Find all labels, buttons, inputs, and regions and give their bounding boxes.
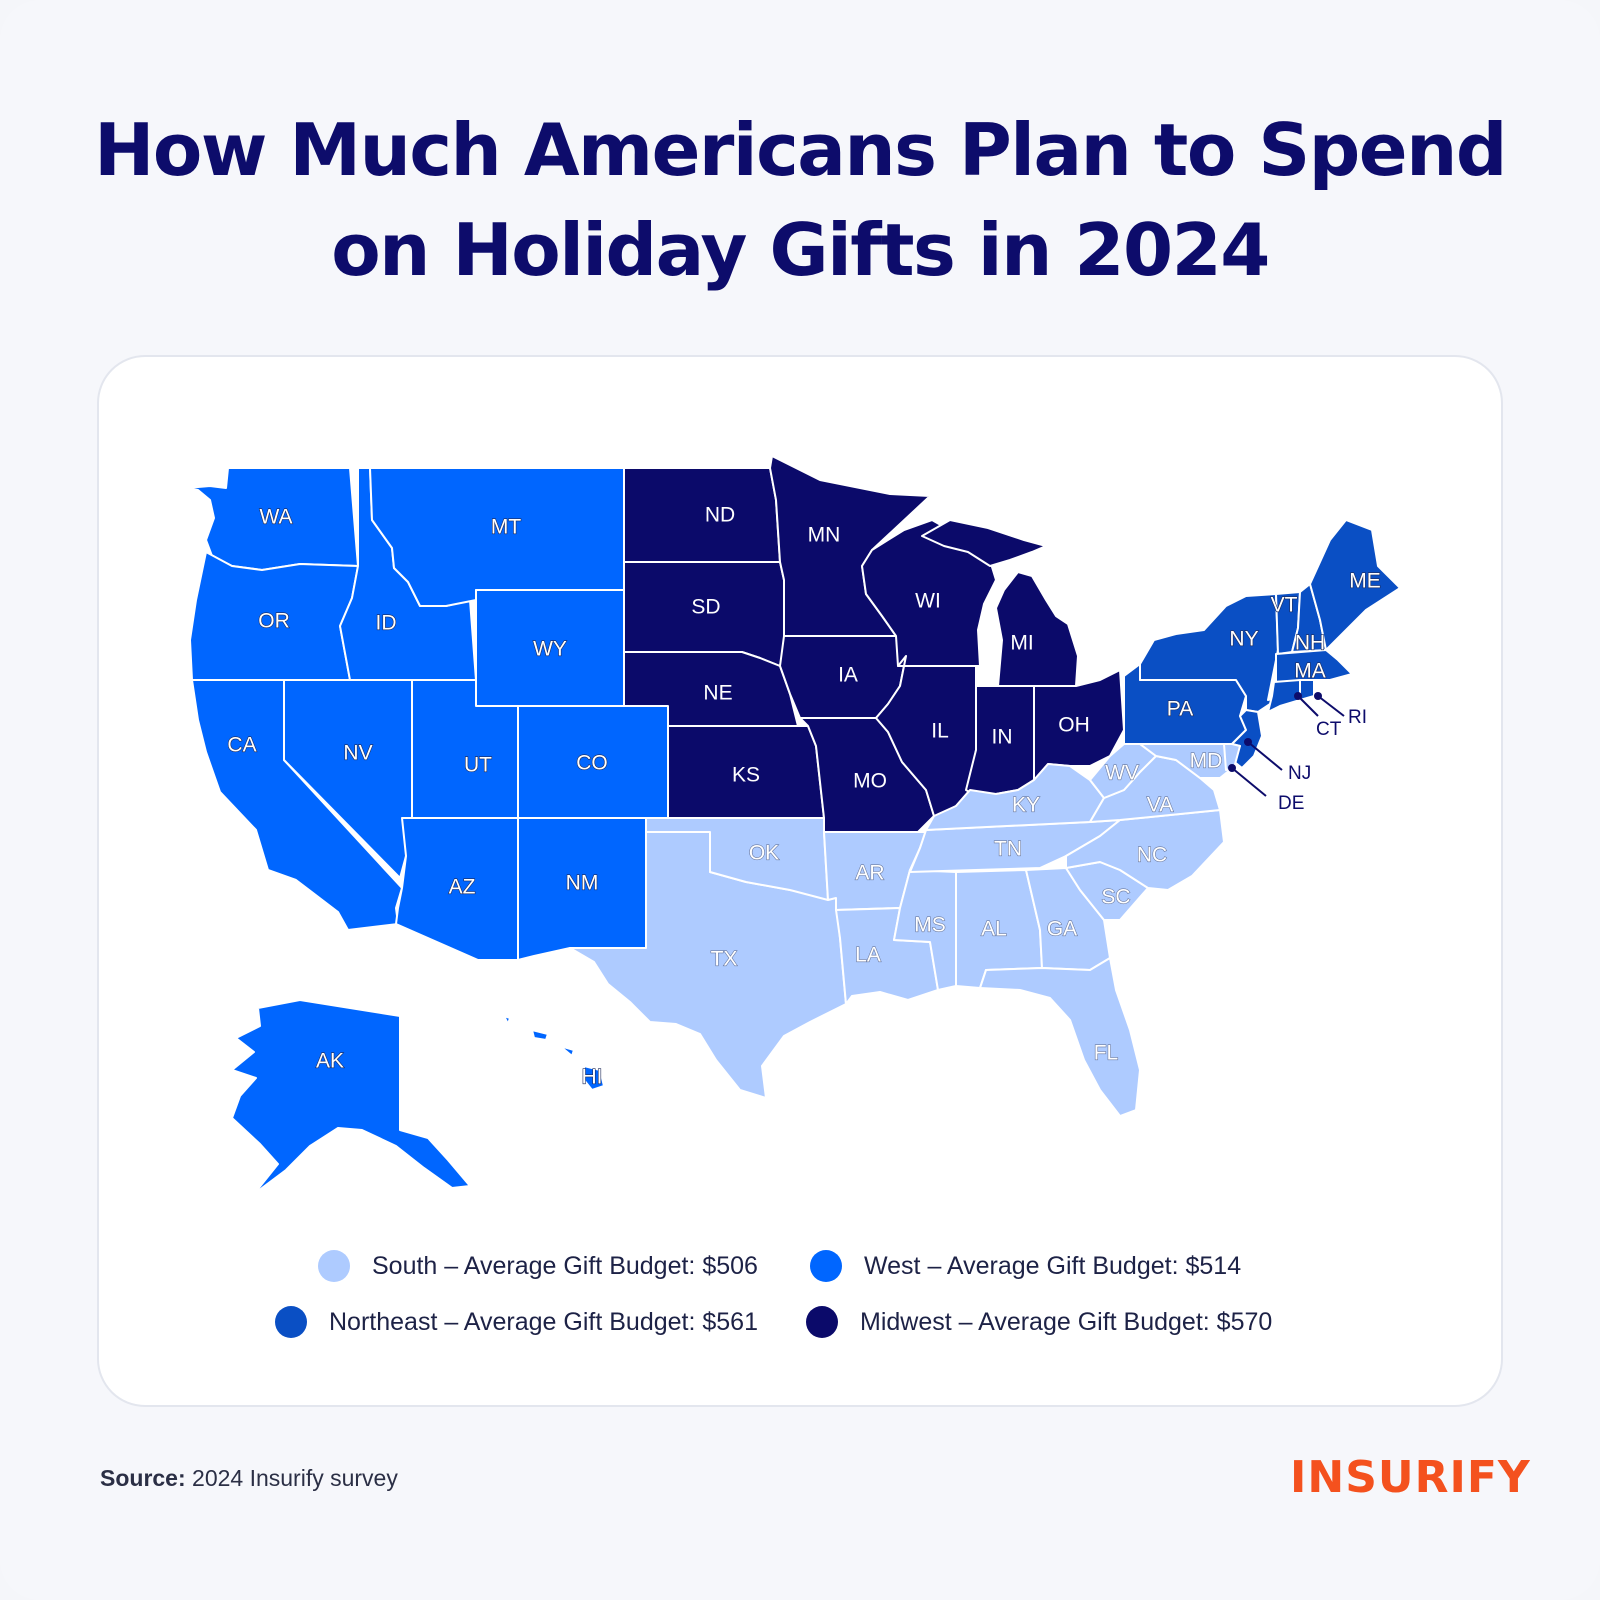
label-GA: GA [1047,918,1077,941]
label-VA: VA [1147,794,1173,817]
state-DE [1223,743,1241,771]
legend-item-northeast: Northeast – Average Gift Budget: $561 [275,1306,758,1338]
callout-CT: CT [1316,719,1342,740]
page-title: How Much Americans Plan to Spend on Holi… [0,100,1600,300]
label-OH: OH [1058,714,1090,737]
label-NE: NE [703,682,732,705]
label-PA: PA [1167,698,1193,721]
callout-line-NJ [1247,741,1283,771]
legend-label-northeast: Northeast – Average Gift Budget: $561 [329,1307,758,1336]
callout-NJ: NJ [1288,763,1311,784]
state-FL [979,957,1141,1117]
label-VT: VT [1271,594,1298,617]
legend-item-west: West – Average Gift Budget: $514 [810,1250,1241,1282]
label-TN: TN [994,838,1022,861]
label-IA: IA [838,664,858,687]
label-MS: MS [914,914,946,937]
callout-dot-CT [1294,692,1302,700]
callout-dot-RI [1314,692,1322,700]
title-line-2: on Holiday Gifts in 2024 [331,208,1270,292]
label-MI: MI [1010,632,1033,655]
label-WA: WA [259,506,292,529]
label-AL: AL [981,918,1007,941]
state-MI [921,519,1079,687]
label-OR: OR [258,610,290,633]
label-MO: MO [853,770,887,793]
label-ID: ID [376,612,397,635]
label-IL: IL [931,720,949,743]
legend-label-south: South – Average Gift Budget: $506 [372,1251,758,1280]
label-AR: AR [855,862,884,885]
insurify-logo: INSURIFY [1290,1452,1531,1503]
state-NE [623,651,799,727]
state-RI [1299,679,1315,701]
legend-swatch-midwest [806,1306,838,1338]
label-AK: AK [316,1050,344,1073]
callout-dot-NJ [1244,738,1252,746]
label-SD: SD [691,596,720,619]
state-ND [623,467,781,563]
source-note: Source: 2024 Insurify survey [100,1465,398,1492]
callout-line-CT [1297,695,1319,717]
source-text: 2024 Insurify survey [192,1465,398,1491]
label-NC: NC [1137,844,1167,867]
label-ND: ND [705,504,735,527]
label-FL: FL [1094,1042,1119,1065]
label-WI: WI [915,590,941,613]
source-label: Source: [100,1465,186,1491]
label-TX: TX [711,948,738,971]
label-WY: WY [533,638,567,661]
state-OK [645,817,829,901]
callout-DE: DE [1278,793,1304,814]
label-HI: HI [582,1066,603,1089]
label-OK: OK [749,842,779,865]
state-CA [191,679,403,931]
legend-item-midwest: Midwest – Average Gift Budget: $570 [806,1306,1272,1338]
label-UT: UT [464,754,492,777]
label-CA: CA [227,734,256,757]
label-IN: IN [992,726,1013,749]
state-NC [1065,809,1225,891]
callout-RI: RI [1348,707,1367,728]
legend-swatch-south [318,1250,350,1282]
state-NY [1139,593,1283,713]
label-KY: KY [1012,794,1040,817]
legend-label-west: West – Average Gift Budget: $514 [864,1251,1242,1280]
legend-swatch-northeast [275,1306,307,1338]
title-line-1: How Much Americans Plan to Spend [94,108,1507,192]
label-CO: CO [576,752,608,775]
label-LA: LA [855,944,881,967]
legend-label-midwest: Midwest – Average Gift Budget: $570 [860,1307,1273,1336]
callout-dot-DE [1228,764,1236,772]
label-AZ: AZ [449,876,476,899]
label-ME: ME [1349,570,1381,593]
label-NV: NV [343,742,372,765]
callouts: CT RI NJ DE [1228,692,1367,814]
state-HI [503,1015,605,1091]
label-NM: NM [566,872,599,895]
label-SC: SC [1101,886,1130,909]
state-ME [1309,519,1401,651]
label-MN: MN [808,524,841,547]
legend-swatch-west [810,1250,842,1282]
callout-line-DE [1231,767,1267,797]
label-MT: MT [491,516,521,539]
label-MA: MA [1294,660,1326,683]
state-labels: WA MT ND MN ME SD WI VT OR ID WY NY MI N… [227,503,1382,1089]
legend-item-south: South – Average Gift Budget: $506 [318,1250,758,1282]
label-NY: NY [1229,628,1258,651]
label-KS: KS [732,764,760,787]
label-MD: MD [1190,750,1223,773]
state-AK [231,999,471,1195]
label-WV: WV [1105,762,1139,785]
label-NH: NH [1295,632,1325,655]
callout-line-RI [1317,695,1345,717]
